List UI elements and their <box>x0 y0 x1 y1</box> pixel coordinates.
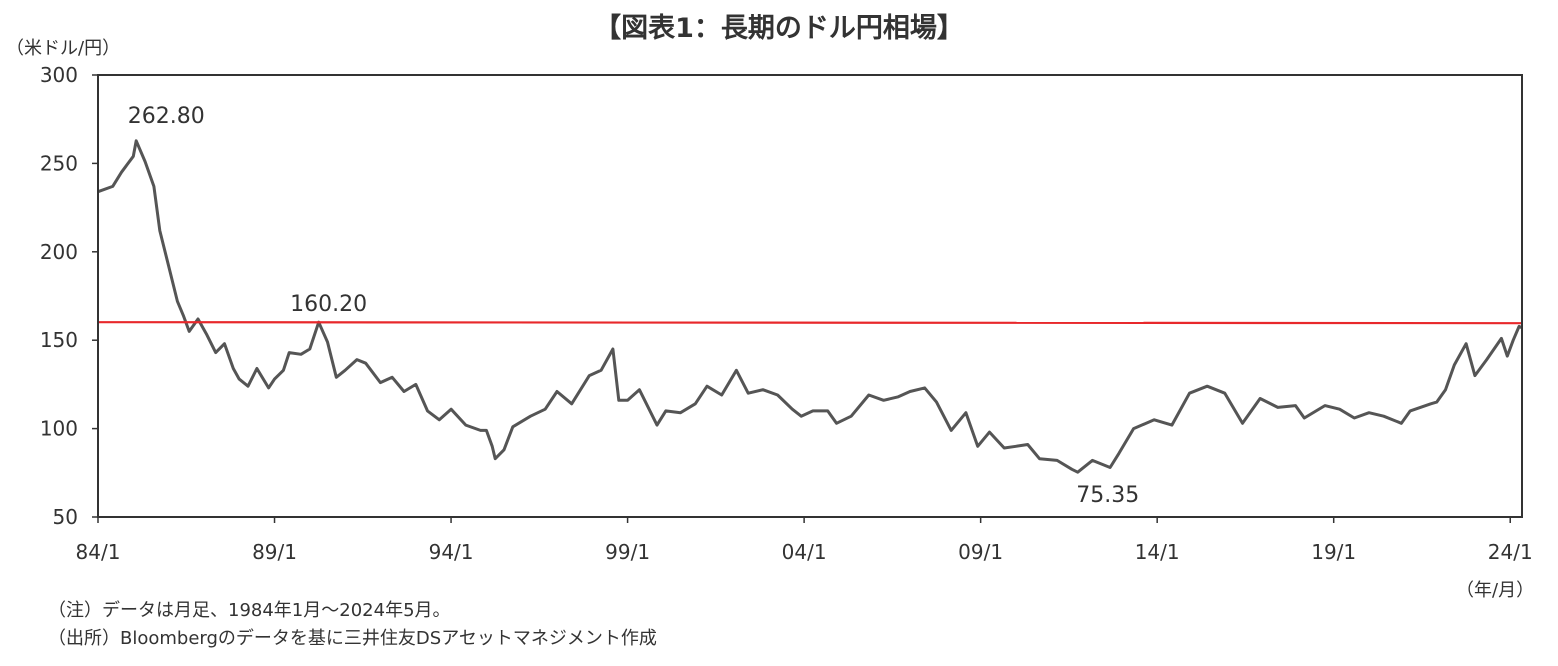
x-tick-label: 09/1 <box>958 540 1003 564</box>
x-axis-unit-label: （年/月） <box>1456 580 1535 601</box>
y-axis-unit-label: （米ドル/円） <box>6 38 121 59</box>
footnote-source: （出所）Bloombergのデータを基に三井住友DSアセットマネジメント作成 <box>48 628 657 649</box>
y-tick-label: 50 <box>53 505 78 529</box>
x-tick-label: 84/1 <box>76 540 121 564</box>
x-tick-label: 94/1 <box>429 540 474 564</box>
x-tick-label: 14/1 <box>1135 540 1180 564</box>
chart-title: 【図表1：長期のドル円相場】 <box>594 13 964 44</box>
footnote-data-note: （注）データは月足、1984年1月～2024年5月。 <box>48 600 451 621</box>
reference-line-160-20 <box>97 321 1523 325</box>
x-tick-label: 04/1 <box>782 540 827 564</box>
data-label: 75.35 <box>1076 483 1139 508</box>
y-axis: 50 100 150 200 250 300 <box>40 63 98 529</box>
x-axis: 84/1 89/1 94/1 99/1 04/1 09/1 14/1 19/1 24/1 <box>76 517 1533 564</box>
series-layer <box>97 139 1523 474</box>
y-tick-label: 300 <box>40 63 78 87</box>
y-tick-label: 100 <box>40 417 78 441</box>
plot-area-frame <box>97 74 1523 518</box>
x-tick-label: 24/1 <box>1488 540 1533 564</box>
x-tick-label: 89/1 <box>252 540 297 564</box>
y-tick-label: 150 <box>40 328 78 352</box>
reference-layer <box>97 321 1523 325</box>
data-label: 160.20 <box>290 292 367 317</box>
x-tick-label: 99/1 <box>605 540 650 564</box>
y-tick-label: 200 <box>40 240 78 264</box>
usd-jpy-series-line <box>97 139 1523 474</box>
x-tick-label: 19/1 <box>1311 540 1356 564</box>
annotation-layer: 262.80 160.20 75.35 <box>128 104 1139 508</box>
y-tick-label: 250 <box>40 151 78 175</box>
data-label: 262.80 <box>128 104 205 129</box>
